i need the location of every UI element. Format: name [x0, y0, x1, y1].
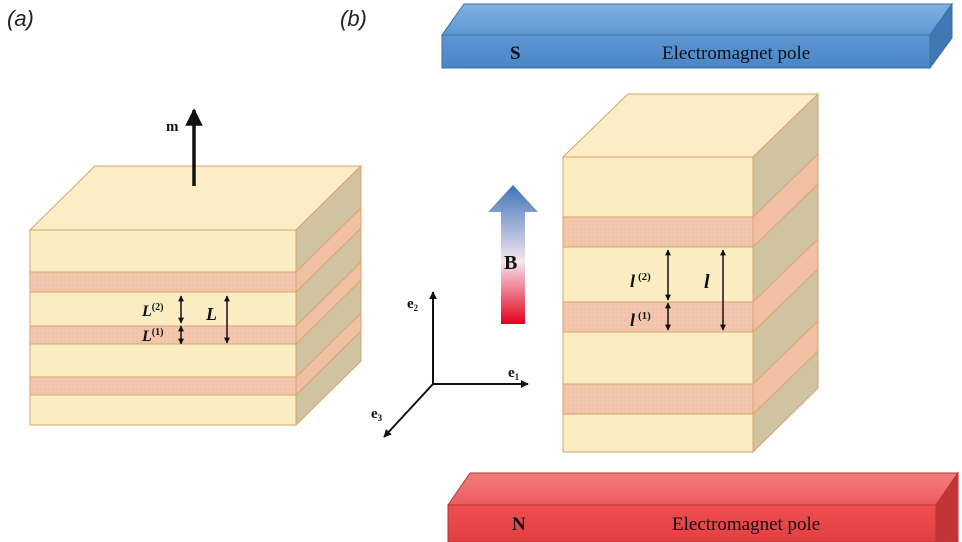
panel-a-label: (a) [7, 6, 34, 31]
top-pole-s: S Electromagnet pole [441, 2, 953, 70]
top-pole-side-face [929, 2, 953, 70]
block-a-layer-2-side [295, 260, 362, 346]
axis-e2-label: e2 [407, 296, 419, 313]
m-label: m [166, 119, 179, 135]
bottom-pole-n: N Electromagnet pole [447, 471, 959, 542]
block-a-layer-1-side [295, 206, 362, 294]
axis-e3 [383, 383, 434, 438]
block-a-layer-1 [29, 271, 297, 293]
top-pole-front-face [441, 34, 931, 69]
block-b-layer-2 [562, 301, 754, 333]
block-b-layer-3-side [752, 319, 819, 416]
bottom-pole-letter: N [512, 514, 526, 535]
block-b-layer-1 [562, 216, 754, 248]
L-label: L [205, 304, 217, 324]
axis-e1-label: e1 [508, 365, 520, 382]
block-a-layer-3-side [295, 311, 362, 397]
b-field-arrow: B [488, 185, 538, 324]
b-field-arrow-shape [488, 185, 538, 324]
block-b-layer-1-side [752, 152, 819, 249]
block-b-layer-2-side [752, 237, 819, 334]
L1-label: L(1) [141, 327, 163, 345]
bottom-pole-top-face [447, 472, 959, 506]
l-label: l [704, 271, 710, 293]
block-a-layer-3 [29, 376, 297, 396]
panel-a-block: m L(2) L(1) L [28, 108, 363, 427]
bottom-pole-front-face [447, 504, 937, 542]
L2-label: L(2) [141, 302, 163, 320]
l2-label: l (2) [630, 271, 651, 291]
top-pole-top-face [441, 3, 953, 36]
b-field-label: B [504, 252, 517, 274]
panel-b-block: l (2) l (1) l [561, 92, 820, 454]
block-b-layer-3 [562, 383, 754, 415]
top-pole-letter: S [510, 43, 521, 64]
bottom-pole-text: Electromagnet pole [672, 514, 820, 535]
l1-label: l (1) [630, 310, 651, 330]
bottom-pole-side-face [935, 471, 959, 542]
axis-e3-label: e3 [371, 406, 383, 423]
coordinate-axes: e1 e2 e3 [371, 291, 529, 438]
top-pole-text: Electromagnet pole [662, 43, 810, 64]
panel-b-label: (b) [340, 6, 367, 31]
